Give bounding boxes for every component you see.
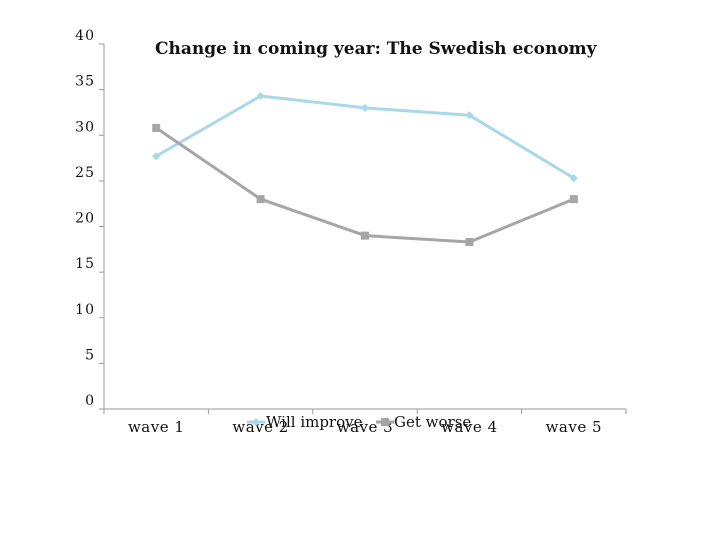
- chart-title: Change in coming year: The Swedish econo…: [155, 39, 598, 59]
- y-tick-label: 35: [75, 74, 95, 90]
- data-point-will-improve: [569, 174, 578, 183]
- chart-legend: Will improve Get worse: [247, 413, 471, 431]
- data-point-will-improve: [361, 103, 369, 112]
- y-tick-label: 5: [85, 347, 95, 363]
- data-point-will-improve: [256, 92, 265, 101]
- y-axis-ticks: 0 5 10 15 20 25 30 35 40: [75, 28, 104, 410]
- x-tick-label: wave 5: [546, 418, 602, 436]
- legend-get-worse-label: Get worse: [394, 413, 471, 431]
- series-layer: [152, 92, 578, 247]
- y-tick-label: 40: [75, 28, 95, 44]
- data-point-get-worse: [569, 195, 578, 204]
- data-point-get-worse: [361, 231, 369, 240]
- series-line-get-worse: [155, 126, 575, 244]
- data-point-will-improve: [465, 111, 474, 120]
- x-tick-label: wave 1: [128, 418, 184, 436]
- legend-get-worse-marker: [381, 418, 389, 426]
- x-tick-label: wave 2: [232, 418, 288, 436]
- y-tick-label: 25: [75, 165, 95, 181]
- x-axis-ticks: wave 1 wave 2 wave 3 wave 4 wave 5: [103, 409, 627, 436]
- legend-will-improve-marker: [252, 418, 260, 426]
- data-point-get-worse: [256, 195, 265, 204]
- y-tick-label: 30: [75, 119, 95, 135]
- y-tick-label: 20: [75, 211, 95, 227]
- data-point-get-worse: [152, 123, 161, 132]
- data-point-will-improve: [152, 152, 161, 161]
- legend-will-improve-label: Will improve: [266, 413, 363, 431]
- y-tick-label: 15: [75, 256, 95, 272]
- data-point-get-worse: [465, 238, 474, 247]
- y-tick-label: 0: [85, 393, 95, 409]
- y-tick-label: 10: [75, 302, 95, 318]
- x-tick-label: wave 4: [441, 418, 497, 436]
